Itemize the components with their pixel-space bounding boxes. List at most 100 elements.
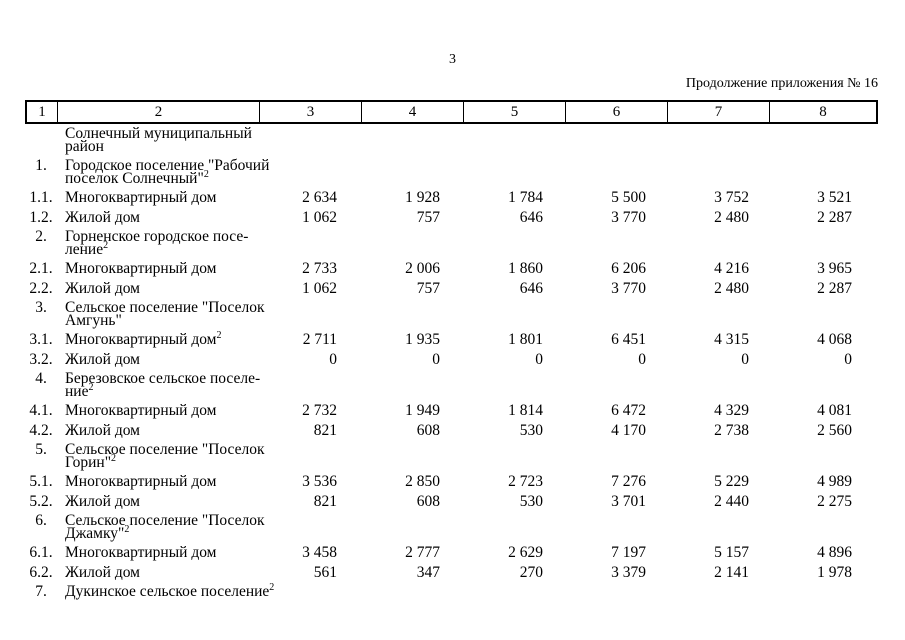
value-cell: 7 197 bbox=[611, 544, 646, 562]
row-name-cell: Жилой дом bbox=[57, 565, 260, 581]
value-cell: 6 206 bbox=[611, 260, 646, 278]
row-index-number: 4.2. bbox=[29, 421, 53, 439]
table-row: 2.1. Многоквартирный дом 2 733 2 006 1 860 6 … bbox=[25, 260, 878, 278]
row-name-cell: Жилой дом bbox=[57, 350, 260, 368]
value-cell: 0 bbox=[329, 350, 337, 368]
row-name-text: Многоквартирный дом bbox=[65, 544, 217, 562]
row-name-text: Многоквартирный дом bbox=[65, 260, 217, 278]
value-cell: 2 287 bbox=[817, 279, 852, 297]
row-index-number: 5. bbox=[35, 441, 47, 459]
row-index-number: 5.2. bbox=[29, 492, 53, 510]
value-cell: 821 bbox=[313, 492, 337, 510]
column-number-header: 5 bbox=[463, 102, 565, 122]
value-cell: 3 458 bbox=[302, 544, 337, 562]
table-row: 1. Городское поселение "Рабочий поселок С… bbox=[25, 158, 878, 186]
value-cell: 4 170 bbox=[611, 421, 646, 439]
row-index-number: 6.1. bbox=[29, 544, 53, 562]
value-cell: 7 276 bbox=[611, 473, 646, 491]
row-index-number: 5.1. bbox=[29, 473, 53, 491]
table-row: 6.1. Многоквартирный дом 3 458 2 777 2 629 7 … bbox=[25, 544, 878, 562]
value-cell: 3 770 bbox=[611, 279, 646, 297]
value-cell: 1 784 bbox=[508, 189, 543, 207]
column-number-header: 6 bbox=[565, 102, 667, 122]
row-name-cell: Жилой дом bbox=[57, 492, 260, 510]
table-row: 6.2. Жилой дом 561 347 270 3 379 2 141 1 978 bbox=[25, 563, 878, 581]
row-name-cell: Дукинское сельское поселение2 bbox=[57, 583, 274, 600]
row-name-cell: Горненское городское посе- ление2 bbox=[57, 229, 260, 257]
value-cell: 608 bbox=[416, 492, 440, 510]
table-row: 4.2. Жилой дом 821 608 530 4 170 2 738 2 560 bbox=[25, 421, 878, 439]
table-row: 3.1. Многоквартирный дом2 2 711 1 935 1 801 6… bbox=[25, 331, 878, 349]
row-name-text: Жилой дом bbox=[65, 279, 140, 297]
row-name-text: Сельское поселение "Поселок Джамку" bbox=[65, 512, 265, 542]
table-row: 2. Горненское городское посе- ление2 bbox=[25, 228, 878, 257]
value-cell: 3 536 bbox=[302, 473, 337, 491]
footnote-superscript: 2 bbox=[111, 452, 117, 464]
row-name-text: Жилой дом bbox=[65, 421, 140, 439]
value-cell: 2 629 bbox=[508, 544, 543, 562]
value-cell: 6 472 bbox=[611, 402, 646, 420]
value-cell: 4 081 bbox=[817, 402, 852, 420]
row-name-text: Сельское поселение "Поселок Амгунь" bbox=[65, 299, 265, 329]
table-row: 3.2. Жилой дом 0 0 0 0 0 0 bbox=[25, 350, 878, 368]
row-index-number: 4.1. bbox=[29, 402, 53, 420]
value-cell: 2 480 bbox=[714, 279, 749, 297]
row-name-cell: Жилой дом bbox=[57, 208, 260, 226]
footnote-superscript: 2 bbox=[103, 239, 109, 251]
value-cell: 646 bbox=[519, 279, 543, 297]
value-cell: 608 bbox=[416, 421, 440, 439]
row-name-cell: Жилой дом bbox=[57, 279, 260, 297]
value-cell: 2 287 bbox=[817, 208, 852, 226]
table-row: 7. Дукинское сельское поселение2 bbox=[25, 583, 878, 600]
column-number-header: 2 bbox=[57, 102, 259, 122]
value-cell: 1 801 bbox=[508, 331, 543, 349]
row-index-number: 2.1. bbox=[29, 260, 53, 278]
row-index-number: 3. bbox=[35, 299, 47, 317]
footnote-superscript: 2 bbox=[88, 381, 94, 393]
footnote-superscript: 2 bbox=[216, 330, 222, 342]
value-cell: 2 440 bbox=[714, 492, 749, 510]
value-cell: 1 935 bbox=[405, 331, 440, 349]
value-cell: 4 068 bbox=[817, 331, 852, 349]
row-name-cell: Сельское поселение "Поселок Джамку"2 bbox=[57, 513, 265, 541]
value-cell: 2 733 bbox=[302, 260, 337, 278]
value-cell: 1 928 bbox=[405, 189, 440, 207]
table-row: 1.1. Многоквартирный дом 2 634 1 928 1 784 5 … bbox=[25, 189, 878, 207]
table-row: 5.2. Жилой дом 821 608 530 3 701 2 440 2 275 bbox=[25, 492, 878, 510]
row-index-number: 4. bbox=[35, 370, 47, 388]
row-name-text: Жилой дом bbox=[65, 208, 140, 226]
value-cell: 646 bbox=[519, 208, 543, 226]
table-row: 5.1. Многоквартирный дом 3 536 2 850 2 723 7 … bbox=[25, 473, 878, 491]
row-name-text: Солнечный муниципальный район bbox=[65, 125, 252, 155]
table-row: 4. Березовское сельское поселе- ние2 bbox=[25, 370, 878, 399]
row-index-number: 2.2. bbox=[29, 279, 53, 297]
row-index-number: 6.2. bbox=[29, 563, 53, 581]
value-cell: 5 157 bbox=[714, 544, 749, 562]
table-row: 3. Сельское поселение "Поселок Амгунь" bbox=[25, 299, 878, 329]
row-name-text: Жилой дом bbox=[65, 492, 140, 510]
value-cell: 5 229 bbox=[714, 473, 749, 491]
value-cell: 2 738 bbox=[714, 421, 749, 439]
value-cell: 0 bbox=[535, 350, 543, 368]
value-cell: 0 bbox=[741, 350, 749, 368]
row-name-text: Многоквартирный дом bbox=[65, 402, 217, 420]
value-cell: 4 329 bbox=[714, 402, 749, 420]
row-name-text: Жилой дом bbox=[65, 350, 140, 368]
value-cell: 5 500 bbox=[611, 189, 646, 207]
table-row: 4.1. Многоквартирный дом 2 732 1 949 1 814 6 … bbox=[25, 402, 878, 420]
row-index-number: 3.1. bbox=[29, 331, 53, 349]
value-cell: 347 bbox=[416, 563, 440, 581]
row-name-text: Многоквартирный дом bbox=[65, 331, 217, 349]
value-cell: 2 850 bbox=[405, 473, 440, 491]
row-name-cell: Многоквартирный дом bbox=[57, 260, 260, 278]
value-cell: 1 062 bbox=[302, 279, 337, 297]
row-name-cell: Многоквартирный дом bbox=[57, 474, 260, 490]
table-row: 2.2. Жилой дом 1 062 757 646 3 770 2 480 2 287 bbox=[25, 279, 878, 297]
row-index-number: 2. bbox=[35, 228, 47, 246]
table-row: 6. Сельское поселение "Поселок Джамку"2 bbox=[25, 513, 878, 541]
value-cell: 4 315 bbox=[714, 331, 749, 349]
row-name-text: Сельское поселение "Поселок Горин" bbox=[65, 441, 265, 471]
value-cell: 1 860 bbox=[508, 260, 543, 278]
value-cell: 4 216 bbox=[714, 260, 749, 278]
row-name-cell: Городское поселение "Рабочий поселок Сол… bbox=[57, 158, 269, 186]
